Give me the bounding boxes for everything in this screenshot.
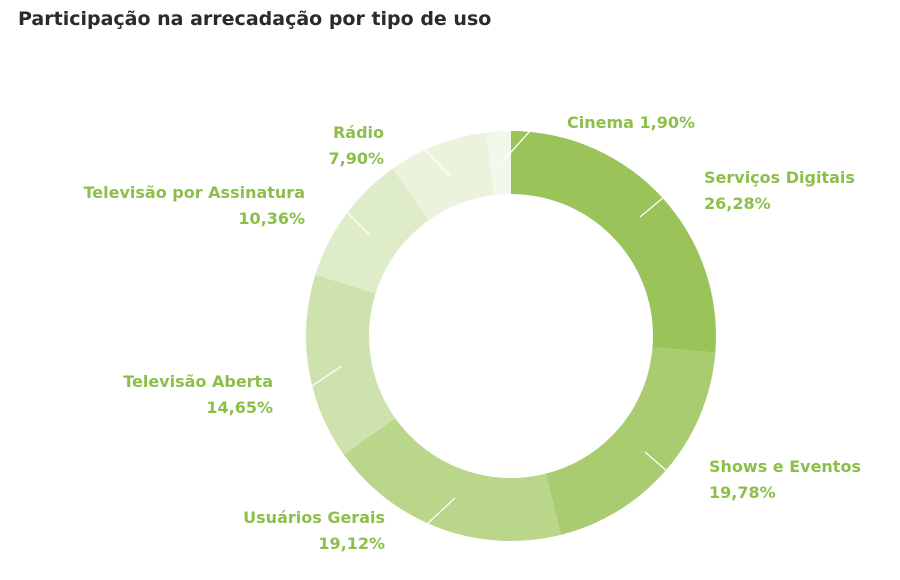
slice-label: Televisão por Assinatura	[83, 183, 305, 202]
slice-label: Usuários Gerais	[243, 508, 385, 527]
slice-value-label: 10,36%	[238, 209, 305, 228]
slice-label: Rádio	[333, 123, 384, 142]
slice-label: Serviços Digitais	[704, 168, 855, 187]
slice-usuarios-gerais	[343, 418, 562, 541]
slice-value-label: 19,12%	[318, 534, 385, 553]
leader-line	[392, 497, 456, 527]
leader-line	[313, 209, 371, 236]
leader-line	[280, 365, 343, 387]
slice-value-label: 19,78%	[709, 483, 776, 502]
slice-value-label: 26,28%	[704, 194, 771, 213]
leader-line	[639, 191, 697, 218]
slice-value-label: 7,90%	[328, 149, 384, 168]
slice-radio	[392, 132, 495, 221]
slice-televisao-por-assinatura	[315, 168, 429, 294]
slice-value-label: 14,65%	[206, 398, 273, 417]
leader-line	[501, 130, 560, 163]
donut-slices	[306, 131, 716, 541]
slice-labels: Serviços Digitais 26,28% Shows e Eventos 19…	[83, 113, 860, 553]
slice-label: Shows e Eventos	[709, 457, 861, 476]
chart-title: Participação na arrecadação por tipo de …	[18, 8, 492, 30]
leader-lines	[280, 130, 702, 527]
slice-label: Cinema 1,90%	[567, 113, 695, 132]
slice-televisao-aberta	[306, 274, 396, 455]
leader-line	[392, 149, 451, 177]
slice-servicos-digitais	[511, 131, 716, 353]
slice-shows-e-eventos	[545, 347, 716, 535]
slice-label: Televisão Aberta	[123, 372, 273, 391]
leader-line	[644, 451, 702, 479]
slice-cinema	[486, 131, 511, 196]
